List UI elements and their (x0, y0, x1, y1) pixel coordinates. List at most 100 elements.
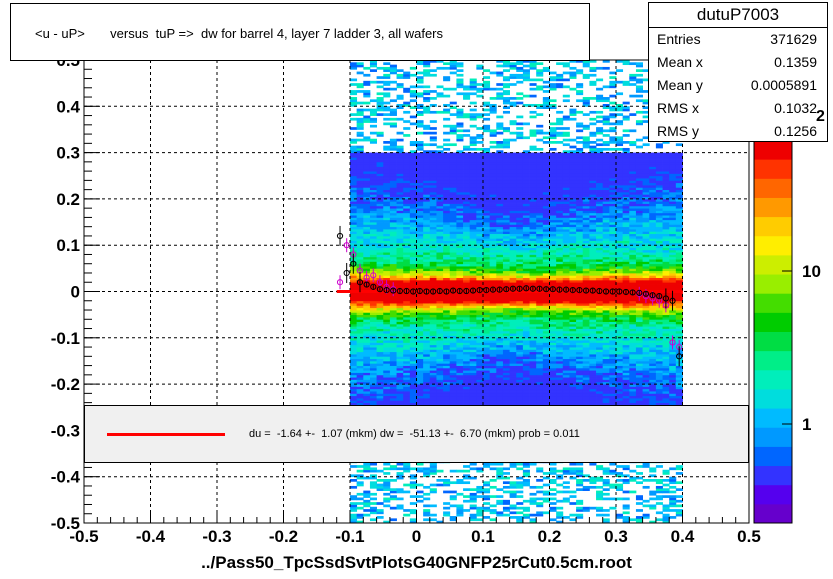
heatmap-cell (463, 342, 471, 346)
heatmap-cell (562, 395, 570, 399)
heatmap-cell (403, 76, 411, 79)
heatmap-cell (389, 203, 397, 207)
heatmap-cell (429, 354, 437, 357)
heatmap-cell (529, 316, 537, 320)
heatmap-cell (549, 83, 557, 86)
heatmap-cell (522, 402, 530, 406)
heatmap-cell (409, 323, 417, 327)
heatmap-cell (376, 372, 384, 376)
heatmap-cell (476, 166, 484, 170)
heatmap-cell (536, 513, 544, 517)
heatmap-cell (489, 245, 497, 248)
heatmap-cell (369, 259, 377, 262)
heatmap-cell (549, 76, 557, 79)
heatmap-cell (483, 402, 491, 406)
heatmap-cell (376, 319, 384, 322)
heatmap-cell (356, 205, 364, 209)
heatmap-cell (489, 511, 497, 515)
heatmap-cell (483, 231, 491, 235)
heatmap-cell (496, 266, 504, 269)
heatmap-cell (383, 349, 391, 353)
heatmap-cell (562, 261, 570, 265)
heatmap-cell (443, 228, 451, 232)
heatmap-cell (383, 384, 391, 387)
heatmap-cell (489, 235, 497, 239)
heatmap-cell (409, 263, 417, 267)
heatmap-cell (562, 208, 570, 211)
heatmap-cell (363, 381, 371, 385)
heatmap-cell (403, 134, 411, 137)
heatmap-cell (369, 256, 377, 260)
heatmap-cell (522, 319, 530, 322)
heatmap-cell (363, 73, 371, 77)
heatmap-cell (549, 240, 557, 244)
heatmap-cell (536, 106, 544, 110)
heatmap-cell (489, 194, 497, 197)
heatmap-cell (383, 293, 391, 297)
heatmap-cell (416, 323, 424, 327)
heatmap-cell (502, 157, 510, 160)
heatmap-cell (416, 212, 424, 216)
heatmap-cell (383, 462, 391, 466)
heatmap-cell (449, 196, 457, 200)
heatmap-cell (476, 386, 484, 390)
heatmap-cell (469, 326, 477, 329)
heatmap-cell (469, 268, 477, 272)
heatmap-cell (356, 147, 364, 151)
heatmap-cell (403, 194, 411, 197)
heatmap-cell (529, 347, 537, 350)
heatmap-cell (456, 115, 464, 119)
heatmap-cell (522, 259, 530, 262)
heatmap-cell (429, 300, 437, 304)
heatmap-cell (509, 122, 517, 126)
heatmap-cell (429, 249, 437, 253)
heatmap-cell (369, 175, 377, 179)
heatmap-cell (363, 321, 371, 325)
heatmap-cell (436, 307, 444, 311)
heatmap-cell (350, 282, 358, 285)
heatmap-cell (443, 62, 451, 66)
heatmap-cell (409, 344, 417, 348)
heatmap-cell (529, 235, 537, 239)
heatmap-cell (350, 159, 358, 163)
heatmap-cell (356, 154, 364, 158)
heatmap-cell (423, 277, 431, 281)
heatmap-cell (389, 365, 397, 369)
heatmap-cell (483, 189, 491, 193)
heatmap-cell (403, 384, 411, 387)
heatmap-cell (449, 372, 457, 376)
heatmap-cell (516, 358, 524, 362)
heatmap-cell (542, 351, 550, 355)
heatmap-cell (443, 166, 451, 170)
heatmap-cell (476, 393, 484, 397)
heatmap-cell (363, 224, 371, 228)
heatmap-cell (502, 110, 510, 114)
heatmap-cell (409, 224, 417, 228)
heatmap-cell (496, 462, 504, 466)
heatmap-cell (536, 395, 544, 399)
heatmap-cell (483, 238, 491, 241)
heatmap-cell (416, 462, 424, 466)
heatmap-cell (516, 164, 524, 167)
heatmap-cell (369, 330, 377, 334)
heatmap-cell (376, 479, 384, 482)
heatmap-cell (389, 323, 397, 327)
heatmap-cell (556, 272, 564, 276)
heatmap-cell (516, 231, 524, 235)
heatmap-cell (356, 298, 364, 302)
heatmap-cell (403, 347, 411, 350)
heatmap-cell (383, 337, 391, 341)
heatmap-cell (383, 330, 391, 334)
heatmap-cell (536, 367, 544, 371)
heatmap-cell (549, 469, 557, 473)
heatmap-cell (363, 157, 371, 160)
heatmap-cell (416, 402, 424, 406)
heatmap-cell (483, 321, 491, 325)
heatmap-cell (356, 233, 364, 237)
heatmap-cell (369, 349, 377, 353)
heatmap-cell (403, 261, 411, 265)
heatmap-cell (376, 168, 384, 172)
heatmap-cell (443, 157, 451, 160)
heatmap-cell (456, 261, 464, 265)
heatmap-cell (556, 224, 564, 228)
